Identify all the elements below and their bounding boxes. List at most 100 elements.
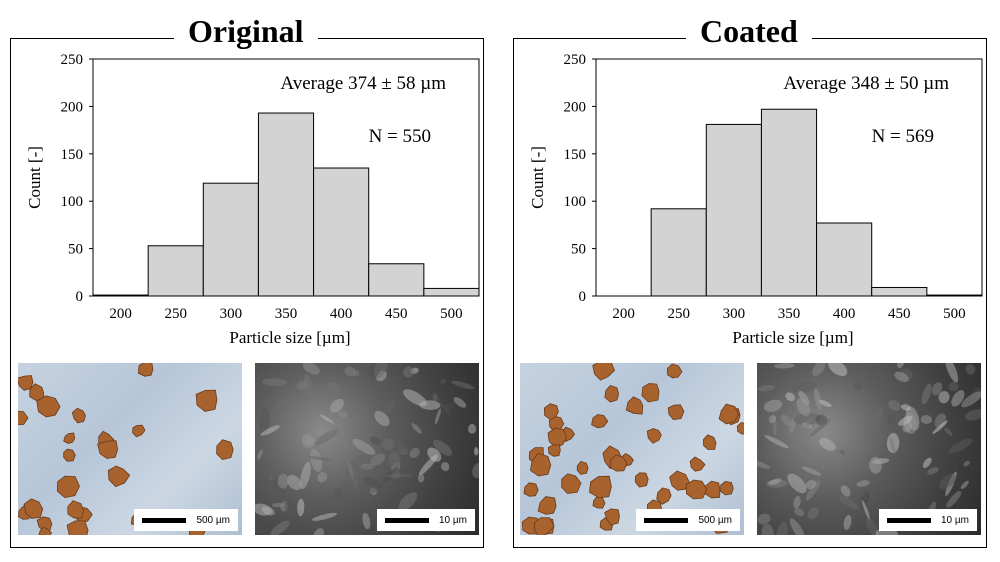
sem-grain [932, 420, 948, 435]
sem-grain [409, 447, 420, 459]
sem-grain [314, 429, 339, 446]
particle [646, 428, 662, 444]
sem-grain [896, 363, 905, 369]
sem-micrograph-coated: 10 µm [757, 363, 981, 535]
sem-grain [922, 457, 932, 469]
sem-grain [920, 415, 933, 424]
x-tick-label: 250 [667, 306, 690, 322]
sem-grain [419, 400, 441, 410]
scale-bar-label: 10 µm [439, 514, 467, 526]
particle [669, 470, 690, 491]
sem-grain [843, 514, 852, 530]
panel-title-coated: Coated [686, 12, 812, 50]
particle [543, 403, 559, 421]
sem-grain [814, 387, 822, 411]
sem-grain [335, 426, 348, 448]
sem-grain [255, 503, 272, 516]
scale-bar-box: 500 µm [134, 509, 238, 531]
sem-grain [473, 447, 479, 456]
particle [667, 404, 685, 421]
particle [216, 439, 234, 461]
sem-grain [951, 390, 965, 407]
x-tick-label: 400 [833, 306, 856, 322]
y-tick-label: 50 [571, 242, 586, 258]
particle [689, 456, 706, 472]
particle [195, 389, 218, 412]
x-tick-label: 350 [778, 306, 801, 322]
sem-grain [432, 439, 453, 456]
sem-grain [434, 408, 441, 425]
sem-grain [888, 400, 901, 411]
sem-grain [963, 460, 970, 467]
particle [56, 475, 80, 499]
sem-grain [301, 434, 314, 448]
histogram-original: 0 50 100 150 200 250 200 250 300 350 400 450 500 Part… [25, 52, 480, 347]
sem-grain [300, 462, 311, 489]
sem-grain [818, 399, 832, 407]
particle [685, 479, 708, 500]
particle [63, 432, 76, 444]
histogram-bar-450 [368, 263, 425, 297]
y-tick-label: 200 [61, 99, 84, 115]
x-tick-label: 400 [330, 306, 353, 322]
sem-grain [796, 447, 814, 460]
sem-grain [764, 435, 789, 449]
histogram-bar-500 [423, 287, 480, 297]
x-axis-label: Particle size [µm] [229, 328, 350, 347]
particle [66, 520, 89, 535]
sem-grain [352, 438, 376, 455]
sem-grain [341, 481, 360, 498]
particle [107, 465, 131, 488]
scale-bar-box: 500 µm [636, 509, 740, 531]
n-annotation: N = 569 [872, 126, 934, 147]
sem-grain [948, 381, 959, 392]
sem-grain [938, 391, 950, 404]
particle [547, 427, 568, 449]
histogram-bar-200 [92, 294, 149, 297]
sem-grain [274, 393, 299, 408]
histogram-bar-350 [760, 108, 818, 297]
y-tick-label: 100 [564, 194, 587, 210]
sem-grain [360, 463, 374, 470]
sem-grain [794, 508, 805, 517]
particle [576, 461, 589, 475]
sem-grain [800, 417, 813, 437]
particle [18, 375, 34, 391]
sem-grain [353, 472, 359, 490]
scale-bar [644, 517, 689, 523]
x-tick-label: 500 [943, 306, 966, 322]
sem-grain [758, 385, 776, 392]
particle [67, 500, 84, 519]
sem-grain [411, 423, 422, 434]
sem-grain [965, 409, 981, 421]
histogram-coated: 0 50 100 150 200 250 200 250 300 350 400 450 500 Part… [528, 52, 983, 347]
sem-grain [840, 485, 851, 497]
sem-grain [761, 523, 774, 535]
sem-grain [865, 517, 879, 535]
histogram-bar-250 [147, 245, 204, 297]
particle [604, 508, 620, 526]
sem-grain [270, 520, 290, 535]
particle [666, 363, 683, 379]
x-tick-label: 300 [220, 306, 243, 322]
sem-grain [900, 404, 911, 411]
sem-grain [255, 522, 268, 534]
y-tick-label: 250 [61, 52, 84, 68]
particle [71, 407, 86, 424]
sem-grain [947, 438, 973, 454]
particle [625, 396, 644, 415]
scale-bar-box: 10 µm [879, 509, 977, 531]
x-tick-label: 500 [440, 306, 463, 322]
histogram-bar-400 [313, 167, 370, 297]
sem-grain [403, 389, 427, 407]
sem-grain [427, 447, 442, 462]
y-tick-label: 150 [61, 147, 84, 163]
sem-grain [960, 480, 969, 490]
sem-grain [768, 478, 782, 485]
sem-grain [798, 390, 810, 406]
sem-grain [856, 480, 870, 487]
sem-grain [369, 436, 381, 446]
sem-grain [763, 399, 783, 412]
particle [656, 487, 672, 505]
x-tick-label: 450 [385, 306, 408, 322]
